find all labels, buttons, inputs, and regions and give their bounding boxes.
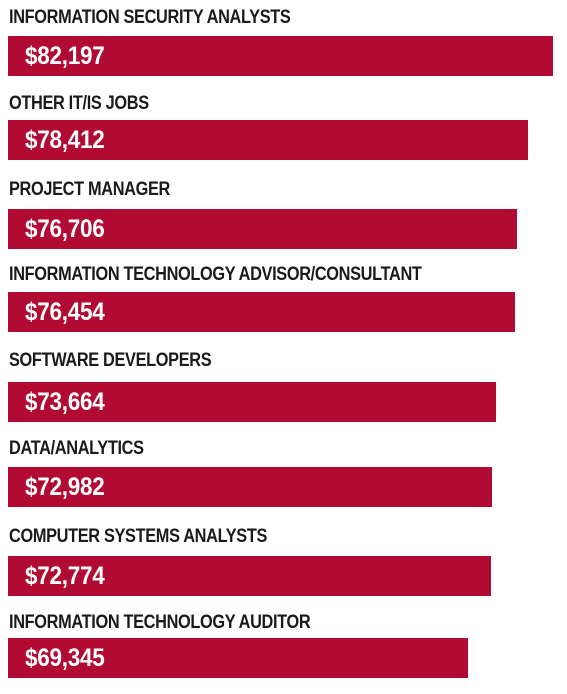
category-label: INFORMATION SECURITY ANALYSTS xyxy=(9,7,291,28)
bar: $73,664 xyxy=(8,382,496,422)
bar-value-label: $76,706 xyxy=(25,215,105,243)
category-label: INFORMATION TECHNOLOGY ADVISOR/CONSULTAN… xyxy=(9,264,422,285)
category-label: OTHER IT/IS JOBS xyxy=(9,93,149,114)
bar-value-label: $76,454 xyxy=(25,298,105,326)
category-label: PROJECT MANAGER xyxy=(9,179,170,200)
bar: $69,345 xyxy=(8,638,468,678)
bar-value-label: $69,345 xyxy=(25,644,105,672)
bar: $82,197 xyxy=(8,36,553,76)
bar-value-label: $82,197 xyxy=(25,42,105,70)
bar-value-label: $73,664 xyxy=(25,388,105,416)
bar: $78,412 xyxy=(8,120,528,160)
bar: $72,774 xyxy=(8,556,491,596)
bar-value-label: $78,412 xyxy=(25,126,105,154)
bar-value-label: $72,774 xyxy=(25,562,105,590)
bar: $76,706 xyxy=(8,209,517,249)
bar: $72,982 xyxy=(8,467,492,507)
category-label: COMPUTER SYSTEMS ANALYSTS xyxy=(9,526,268,547)
category-label: INFORMATION TECHNOLOGY AUDITOR xyxy=(9,612,311,633)
bar-value-label: $72,982 xyxy=(25,473,105,501)
bar: $76,454 xyxy=(8,292,515,332)
category-label: DATA/ANALYTICS xyxy=(9,438,144,459)
category-label: SOFTWARE DEVELOPERS xyxy=(9,350,212,371)
